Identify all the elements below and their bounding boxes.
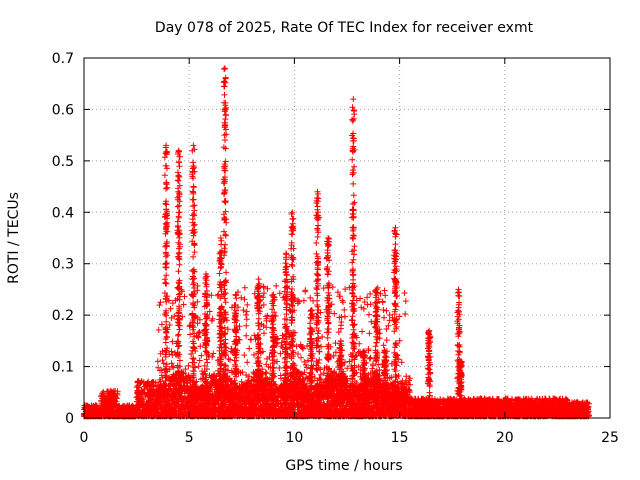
y-axis-label: ROTI / TECUs xyxy=(6,192,22,284)
y-tick-label: 0.4 xyxy=(52,205,74,221)
x-tick-label: 20 xyxy=(496,430,514,446)
y-tick-label: 0.1 xyxy=(52,360,74,376)
y-tick-label: 0.6 xyxy=(52,102,74,118)
plot-frame xyxy=(83,57,611,419)
y-tick-label: 0.2 xyxy=(52,308,74,324)
y-tick-label: 0 xyxy=(65,411,74,427)
y-tick-label: 0.5 xyxy=(52,154,74,170)
y-tick-label: 0.7 xyxy=(52,51,74,67)
x-tick-label: 5 xyxy=(185,430,194,446)
x-axis-label: GPS time / hours xyxy=(285,458,402,474)
x-tick-label: 25 xyxy=(601,430,619,446)
grid xyxy=(84,58,610,418)
x-tick-label: 10 xyxy=(285,430,303,446)
axis-ticks: 0 5 10 15 20 25 0 0.1 0.2 0.3 0.4 0.5 0.6 0.7 xyxy=(52,51,619,446)
chart-title: Day 078 of 2025, Rate Of TEC Index for r… xyxy=(155,20,534,36)
y-tick-label: 0.3 xyxy=(52,257,74,273)
x-tick-label: 15 xyxy=(391,430,409,446)
x-tick-label: 0 xyxy=(80,430,89,446)
